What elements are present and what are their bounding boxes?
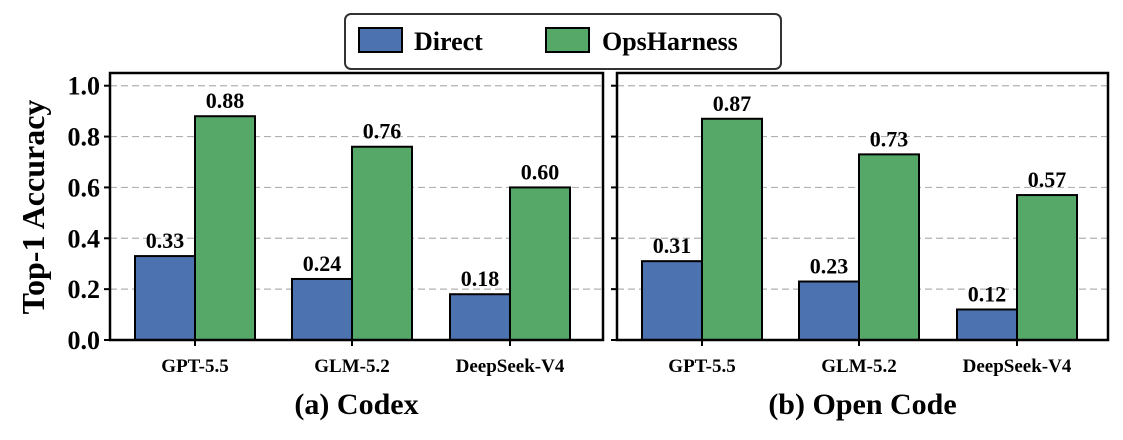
ytick-label-5: 1.0 xyxy=(68,72,101,101)
ytick-label-4: 0.8 xyxy=(68,123,101,152)
value-label-1-opsharness-1: 0.88 xyxy=(206,88,245,113)
panel-title-1: (a) Codex xyxy=(294,388,418,421)
value-label-2-direct-2: 0.23 xyxy=(810,254,849,279)
value-label-2-direct-1: 0.31 xyxy=(653,233,692,258)
value-label-1-direct-3: 0.18 xyxy=(461,266,500,291)
ytick-label-2: 0.4 xyxy=(68,224,101,253)
legend-label-direct: Direct xyxy=(414,27,483,56)
legend-swatch-opsharness xyxy=(545,27,590,53)
category-label-1-1: GPT-5.5 xyxy=(161,356,228,377)
y-axis-label: Top-1 Accuracy xyxy=(15,100,51,315)
category-label-2-1: GPT-5.5 xyxy=(668,356,735,377)
bar-2-opsharness-1 xyxy=(701,117,763,342)
ytick-label-3: 0.6 xyxy=(68,173,101,202)
value-label-2-direct-3: 0.12 xyxy=(968,281,1007,306)
bar-2-opsharness-3 xyxy=(1016,194,1078,341)
bar-2-direct-3 xyxy=(956,308,1018,342)
category-label-2-2: GLM-5.2 xyxy=(821,356,896,377)
legend-swatch-direct xyxy=(358,27,403,53)
legend-label-opsharness: OpsHarness xyxy=(602,27,738,56)
ytick-label-1: 0.2 xyxy=(68,275,101,304)
value-label-1-opsharness-2: 0.76 xyxy=(363,119,402,144)
category-label-1-3: DeepSeek-V4 xyxy=(456,356,565,377)
value-label-1-direct-2: 0.24 xyxy=(303,251,342,276)
value-label-2-opsharness-1: 0.87 xyxy=(713,91,752,116)
bar-1-opsharness-3 xyxy=(509,186,571,341)
bar-1-direct-1 xyxy=(134,255,196,342)
value-label-2-opsharness-3: 0.57 xyxy=(1028,167,1067,192)
bar-1-opsharness-2 xyxy=(351,145,413,341)
value-label-1-direct-1: 0.33 xyxy=(146,228,185,253)
bar-1-opsharness-1 xyxy=(194,115,256,341)
plot-frame-1 xyxy=(108,71,605,342)
bar-1-direct-3 xyxy=(449,293,511,342)
panel-title-2: (b) Open Code xyxy=(768,388,956,421)
bar-2-opsharness-2 xyxy=(858,153,920,341)
bar-2-direct-1 xyxy=(641,260,703,341)
bar-1-direct-2 xyxy=(291,277,353,342)
bar-2-direct-2 xyxy=(798,280,860,341)
ytick-label-0: 0.0 xyxy=(68,326,101,355)
category-label-2-3: DeepSeek-V4 xyxy=(963,356,1072,377)
plot-frame-2 xyxy=(615,71,1110,342)
value-label-2-opsharness-2: 0.73 xyxy=(870,126,909,151)
category-label-1-2: GLM-5.2 xyxy=(314,356,389,377)
value-label-1-opsharness-3: 0.60 xyxy=(521,159,560,184)
